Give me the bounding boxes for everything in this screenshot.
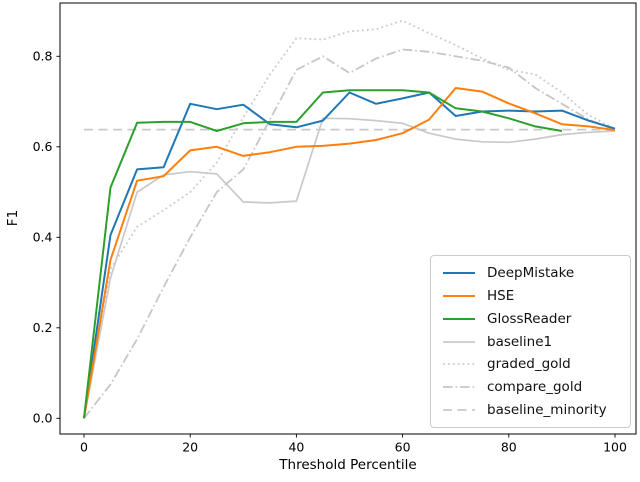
legend-item-HSE: HSE <box>442 288 630 304</box>
line-DeepMistake <box>83 91 616 419</box>
y-tick-label: 0.4 <box>33 230 53 245</box>
legend: DeepMistake HSE GlossReader baseline1 graded… <box>430 255 631 428</box>
y-tick-label: 0.2 <box>33 320 53 335</box>
legend-line-sample <box>443 409 475 411</box>
legend-label: baseline_minority <box>487 402 607 419</box>
axes-spines <box>59 2 637 435</box>
legend-line-sample <box>443 317 475 320</box>
legend-line-sample <box>443 271 475 274</box>
legend-item-GlossReader: GlossReader <box>442 311 630 327</box>
x-tick-label: 20 <box>182 440 198 455</box>
legend-item-baseline_minority: baseline_minority <box>442 402 630 418</box>
y-tick-label: 0.8 <box>33 49 53 64</box>
x-tick-label: 40 <box>288 440 304 455</box>
x-tick-label: 60 <box>395 440 411 455</box>
line-baseline1 <box>83 117 616 419</box>
legend-item-baseline1: baseline1 <box>442 334 630 350</box>
y-tick-label: 0.6 <box>33 139 53 154</box>
y-tick-label: 0.0 <box>33 411 53 426</box>
legend-line-sample <box>443 340 475 343</box>
x-tick-label: 100 <box>603 440 627 455</box>
legend-line-sample <box>443 363 475 366</box>
legend-label: baseline1 <box>487 333 553 350</box>
x-tick-label: 80 <box>501 440 517 455</box>
line-compare_gold <box>83 48 616 419</box>
x-axis-label: Threshold Percentile <box>279 457 417 473</box>
legend-item-compare_gold: compare_gold <box>442 379 630 395</box>
legend-line-sample <box>443 386 475 389</box>
y-axis-label: F1 <box>5 209 21 227</box>
line-graded_gold <box>83 19 616 419</box>
legend-label: GlossReader <box>487 310 572 327</box>
x-tick-label: 0 <box>80 440 88 455</box>
legend-label: DeepMistake <box>487 264 575 281</box>
legend-label: graded_gold <box>487 356 571 373</box>
line-GlossReader <box>83 89 563 419</box>
legend-item-DeepMistake: DeepMistake <box>442 265 630 281</box>
line-HSE <box>83 87 616 419</box>
legend-label: compare_gold <box>487 379 583 396</box>
legend-label: HSE <box>487 287 515 304</box>
legend-line-sample <box>443 294 475 297</box>
legend-item-graded_gold: graded_gold <box>442 356 630 372</box>
